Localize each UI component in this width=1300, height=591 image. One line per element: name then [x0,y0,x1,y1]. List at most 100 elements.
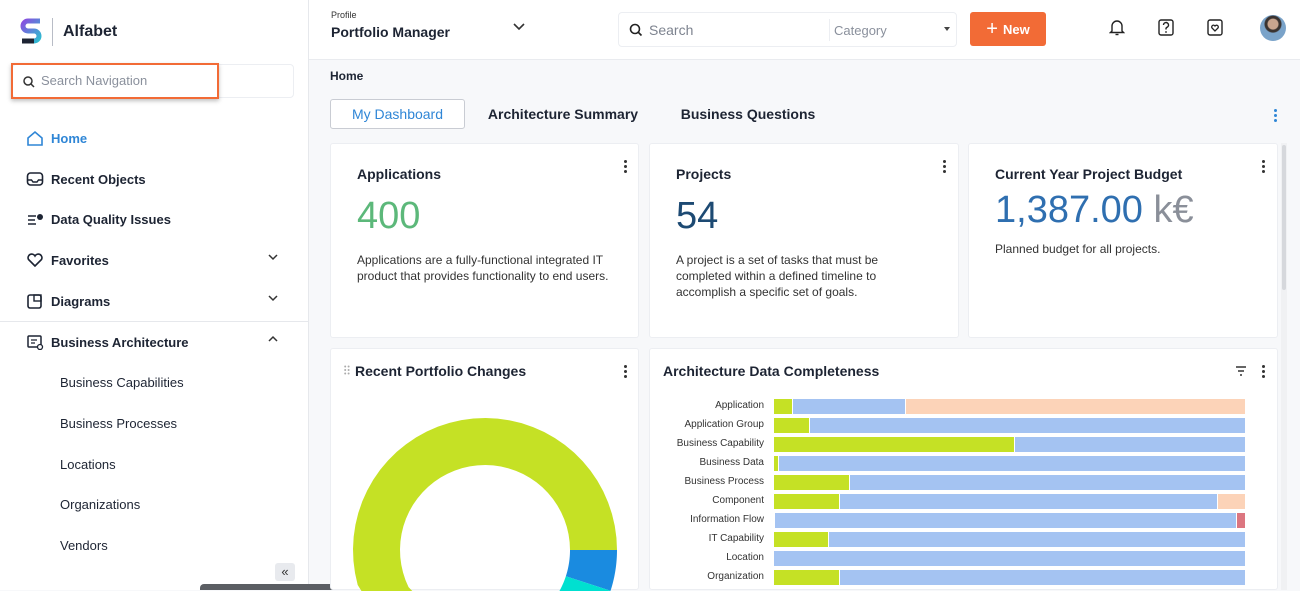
sidebar-item-favorites[interactable]: Favorites [0,243,300,277]
bar-category-label: Location [726,552,764,563]
sidebar-item-label: Data Quality Issues [51,211,171,227]
search-icon [629,23,643,37]
bar-segment[interactable] [809,418,1246,433]
card-menu-icon[interactable] [623,160,627,173]
home-icon [25,130,45,146]
global-search[interactable]: Search Category [618,12,957,47]
donut-slice[interactable] [546,576,611,591]
bar-category-label: Organization [707,571,764,582]
bar-segment[interactable] [840,570,1246,585]
divider [0,321,308,322]
chart-title: Recent Portfolio Changes [355,363,527,379]
bar-category-label: Application Group [684,419,765,430]
bar-segment[interactable] [1236,513,1246,528]
card-menu-icon[interactable] [623,365,627,378]
bar-segment[interactable] [774,570,841,585]
card-title: Projects [676,166,732,182]
projects-count[interactable]: 54 [676,195,719,237]
tab-architecture-summary[interactable]: Architecture Summary [487,106,639,122]
search-navigation[interactable] [11,63,294,99]
bar-segment[interactable] [775,513,1237,528]
inbox-icon [25,171,45,187]
card-menu-icon[interactable] [1261,365,1265,378]
bar-segment[interactable] [849,475,1246,490]
bar-segment[interactable] [774,494,841,509]
avatar[interactable] [1260,15,1286,41]
vertical-scrollbar-track [1281,143,1287,590]
vertical-scrollbar[interactable] [1282,145,1286,290]
donut-slice[interactable] [353,418,617,591]
dashboard-menu-icon[interactable] [1273,109,1277,122]
chevron-up-icon[interactable] [268,335,278,343]
card-menu-icon[interactable] [1261,160,1265,173]
search-navigation-input[interactable] [41,73,211,88]
bell-icon[interactable] [1109,18,1125,36]
tab-business-questions[interactable]: Business Questions [680,106,816,122]
sidebar-item-label: Favorites [51,252,109,268]
bar-segment[interactable] [1014,437,1246,452]
chevron-down-icon[interactable] [268,253,278,261]
applications-count[interactable]: 400 [357,195,421,237]
chart-title: Architecture Data Completeness [663,363,880,379]
sidebar-item-label: Home [51,130,88,146]
logo[interactable]: Alfabet [20,18,117,46]
sidebar-subitem-business-processes[interactable]: Business Processes [60,416,178,431]
tab-my-dashboard[interactable]: My Dashboard [330,99,465,129]
bar-category-label: Information Flow [690,514,764,525]
bar-segment[interactable] [828,532,1246,547]
bar-segment[interactable] [906,399,1246,414]
collapse-sidebar-button[interactable]: « [275,563,295,581]
sidebar-item-recent-objects[interactable]: Recent Objects [0,162,300,196]
bar-category-label: Business Process [684,476,764,487]
bar-segment[interactable] [774,418,810,433]
sidebar-item-diagrams[interactable]: Diagrams [0,284,300,318]
chevron-down-icon[interactable] [268,294,278,302]
sidebar-subitem-business-capabilities[interactable]: Business Capabilities [60,375,184,390]
donut-chart [353,418,617,591]
filter-icon[interactable] [1235,366,1247,376]
card-description: Planned budget for all projects. [995,242,1161,256]
bar-segment[interactable] [774,532,829,547]
profile-label: Profile [331,10,357,20]
sidebar-subitem-organizations[interactable]: Organizations [60,497,141,512]
search-input[interactable]: Search [649,22,694,38]
sidebar-item-home[interactable]: Home [0,121,300,155]
horizontal-scrollbar[interactable] [200,584,388,590]
budget-value[interactable]: 1,387.00 [995,189,1143,231]
help-icon[interactable] [1158,18,1174,36]
bar-segment[interactable] [840,494,1218,509]
card-description: Applications are a fully-functional inte… [357,253,609,283]
bar-segment[interactable] [774,456,779,471]
diagram-icon [25,293,45,309]
sidebar-item-data-quality-issues[interactable]: Data Quality Issues [0,202,300,236]
category-select[interactable]: Category [834,23,887,38]
bar-segment[interactable] [774,513,776,528]
breadcrumb[interactable]: Home [330,69,364,83]
bar-segment[interactable] [774,475,850,490]
projects-card: Projects 54 A project is a set of tasks … [649,143,959,338]
bar-segment[interactable] [774,399,793,414]
architecture-data-completeness-card: Architecture Data Completeness Applicati… [649,348,1278,590]
bar-segment[interactable] [774,551,1246,566]
new-button[interactable]: + New [970,12,1046,46]
favorites-icon[interactable] [1207,18,1223,36]
bar-segment[interactable] [778,456,1246,471]
alfabet-logo-icon [20,18,42,44]
chevron-down-icon[interactable] [513,22,525,32]
sidebar-subitem-locations[interactable]: Locations [60,457,116,472]
bar-category-label: Business Data [699,457,764,468]
budget-card: Current Year Project Budget 1,387.00 k€ … [968,143,1278,338]
card-menu-icon[interactable] [942,160,946,173]
sidebar-item-business-architecture[interactable]: Business Architecture [0,325,300,359]
bar-category-label: Application [715,400,764,411]
card-title: Current Year Project Budget [995,166,1183,182]
bar-segment[interactable] [1217,494,1246,509]
drag-handle-icon[interactable] [344,365,350,375]
bar-category-label: Business Capability [676,438,764,449]
bar-segment[interactable] [774,437,1015,452]
profile-selector[interactable]: Portfolio Manager [331,24,451,40]
donut-slice[interactable] [565,550,617,591]
sidebar-subitem-vendors[interactable]: Vendors [60,538,108,553]
plus-icon: + [986,18,998,40]
bar-segment[interactable] [792,399,907,414]
